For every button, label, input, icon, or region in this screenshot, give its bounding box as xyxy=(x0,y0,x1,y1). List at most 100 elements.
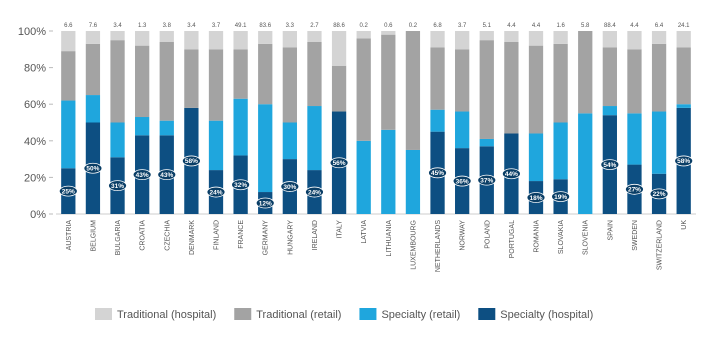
bar-segment-specialty-retail xyxy=(356,140,371,214)
bar-segment-traditional-retail xyxy=(307,41,322,107)
legend-swatch xyxy=(359,308,377,320)
bar-top-label: 4.4 xyxy=(532,23,541,29)
pct-badge-label: 58% xyxy=(677,158,690,165)
pct-badge xyxy=(551,191,571,203)
bar-segment-traditional-hospital xyxy=(479,31,494,41)
pct-badge-label: 31% xyxy=(111,183,124,190)
bar-segment-specialty-retail xyxy=(85,95,101,123)
pct-badge-label: 12% xyxy=(259,200,272,207)
bar-segment-specialty-retail xyxy=(258,104,273,193)
bar-segment-specialty-retail xyxy=(578,113,593,214)
pct-badge-label: 19% xyxy=(554,194,567,201)
bar-top-label: 0.2 xyxy=(360,23,369,29)
bar-segment-specialty-retail xyxy=(208,120,224,171)
pct-badge-label: 43% xyxy=(160,172,173,179)
bar-segment-traditional-retail xyxy=(110,40,125,123)
category-label: CROATIA xyxy=(140,220,147,251)
pct-badge xyxy=(58,185,78,197)
bar-segment-traditional-retail xyxy=(528,45,544,134)
legend-swatch xyxy=(234,308,252,320)
pct-badge xyxy=(501,168,521,180)
bar-segment-traditional-retail xyxy=(627,49,642,114)
category-label: GERMANY xyxy=(263,220,270,256)
legend-label: Traditional (hospital) xyxy=(117,309,216,321)
bar-segment-traditional-retail xyxy=(61,51,76,101)
bar-segment-specialty-retail xyxy=(110,122,125,158)
bar-segment-traditional-retail xyxy=(184,49,199,108)
legend: Traditional (hospital) Traditional (retai… xyxy=(95,308,593,321)
bar-segment-traditional-hospital xyxy=(602,31,617,48)
bar-segment-traditional-retail xyxy=(455,49,470,112)
category-label: FRANCE xyxy=(238,220,245,249)
bar-segment-specialty-retail xyxy=(627,113,642,165)
category-label: DENMARK xyxy=(189,220,196,255)
bar-segment-specialty-retail xyxy=(282,122,297,160)
bar-segment-specialty-retail xyxy=(135,117,150,136)
category-label: IRELAND xyxy=(312,220,319,250)
bar-segment-traditional-retail xyxy=(553,43,568,123)
pct-badge-label: 50% xyxy=(86,166,99,173)
bar-segment-traditional-hospital xyxy=(135,31,150,46)
bar-segment-specialty-retail xyxy=(430,109,445,132)
bar-segment-traditional-retail xyxy=(159,41,174,121)
category-label: SLOVAKIA xyxy=(558,220,565,254)
legend-swatch xyxy=(95,308,112,320)
pct-badge xyxy=(108,180,127,192)
bar-top-label: 7.6 xyxy=(89,23,98,29)
pct-badge xyxy=(625,183,644,195)
pct-badge xyxy=(674,155,694,167)
pct-badge xyxy=(428,167,447,179)
y-tick-label: 100% xyxy=(18,26,46,38)
bar-segment-traditional-retail xyxy=(578,31,593,114)
bar-segment-specialty-retail xyxy=(676,104,691,108)
pct-badge xyxy=(255,197,275,209)
pct-badge xyxy=(181,155,201,167)
pct-badge xyxy=(305,186,324,198)
category-label: CZECHIA xyxy=(164,220,171,251)
bar-top-label: 24.1 xyxy=(678,23,690,29)
bar-segment-traditional-retail xyxy=(331,65,347,112)
bar-segment-specialty-retail xyxy=(159,120,174,136)
bar-segment-traditional-retail xyxy=(602,47,617,107)
bar-segment-traditional-hospital xyxy=(528,31,544,46)
bars xyxy=(61,31,691,214)
bar-top-label: 83.6 xyxy=(259,23,271,29)
y-tick-label: 40% xyxy=(24,136,46,148)
pct-badge-label: 56% xyxy=(333,160,346,167)
bar-top-label: 6.6 xyxy=(64,23,73,29)
category-label: FINLAND xyxy=(214,220,221,250)
pct-badge xyxy=(157,169,177,181)
category-label: PORTUGAL xyxy=(509,220,516,258)
category-label: SWEDEN xyxy=(632,220,639,251)
bar-segment-traditional-hospital xyxy=(307,31,322,42)
bar-segment-traditional-hospital xyxy=(676,31,691,48)
bar-segment-traditional-hospital xyxy=(381,31,396,35)
bar-segment-specialty-retail xyxy=(651,111,667,174)
bar-segment-traditional-hospital xyxy=(61,31,76,52)
bar-segment-traditional-retail xyxy=(405,31,421,150)
pct-badge-label: 45% xyxy=(431,170,444,177)
bar-segment-traditional-hospital xyxy=(331,31,347,66)
bar-top-label: 3.7 xyxy=(458,23,467,29)
pct-badge xyxy=(206,186,226,198)
legend-label: Specialty (retail) xyxy=(381,309,460,321)
pct-badge-label: 27% xyxy=(628,187,641,194)
bar-segment-traditional-retail xyxy=(381,34,396,130)
bar-segment-specialty-retail xyxy=(528,133,544,182)
bar-top-label: 49.1 xyxy=(235,23,247,29)
bar-segment-specialty-retail xyxy=(233,98,248,156)
category-label: SPAIN xyxy=(607,220,614,241)
bar-segment-traditional-retail xyxy=(282,47,297,123)
bar-top-label: 5.1 xyxy=(483,23,492,29)
bar-segment-traditional-retail xyxy=(258,43,273,105)
bar-top-label: 6.4 xyxy=(655,23,664,29)
bar-segment-traditional-retail xyxy=(85,43,101,96)
pct-badge-label: 24% xyxy=(308,189,321,196)
bar-segment-traditional-retail xyxy=(504,41,519,134)
bar-segment-specialty-retail xyxy=(553,122,568,180)
category-label: LATVIA xyxy=(361,220,368,244)
category-label: LITHUANIA xyxy=(386,220,393,257)
category-label: LUXEMBOURG xyxy=(410,220,417,270)
category-label: UK xyxy=(681,220,688,230)
